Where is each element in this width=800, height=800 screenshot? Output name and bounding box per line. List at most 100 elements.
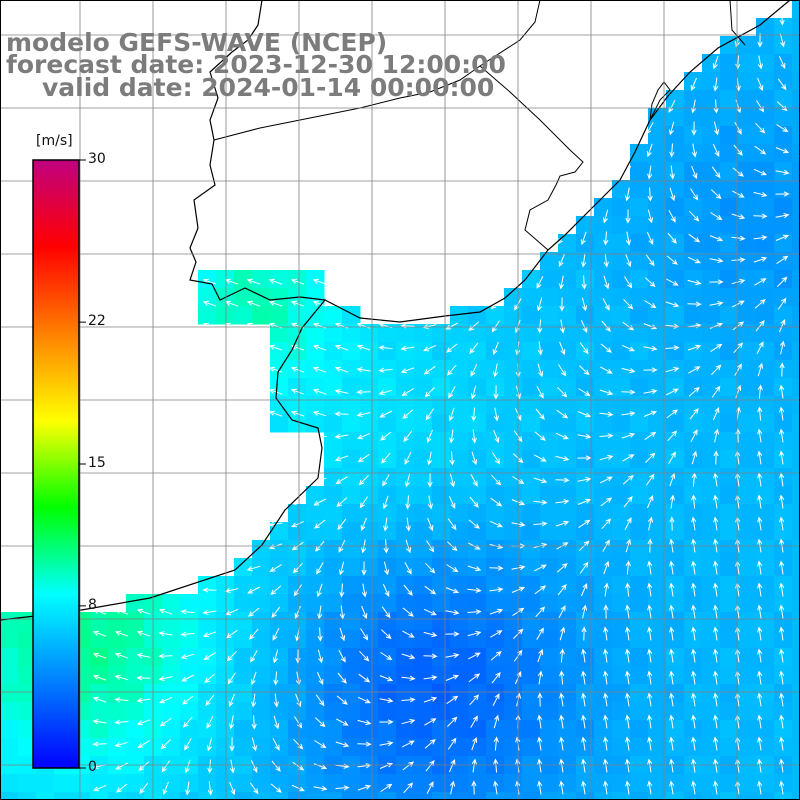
speed-cell (594, 432, 613, 451)
speed-cell (450, 324, 469, 343)
speed-cell (792, 252, 800, 271)
speed-cell (270, 288, 289, 307)
wind-arrow (691, 560, 697, 575)
speed-cell (450, 378, 469, 397)
speed-cell (738, 342, 757, 361)
wind-arrows (92, 11, 790, 796)
speed-cell (378, 720, 397, 739)
speed-cell (162, 648, 181, 667)
speed-cell (414, 558, 433, 577)
speed-cell (288, 504, 307, 523)
speed-cell (432, 666, 451, 685)
speed-cell (774, 162, 793, 181)
wind-arrow (423, 631, 438, 638)
speed-cell (756, 738, 775, 757)
speed-cell (792, 738, 800, 757)
speed-cell (234, 666, 253, 685)
speed-cell (756, 288, 775, 307)
speed-cell (486, 720, 505, 739)
speed-cell (666, 684, 685, 703)
wind-arrow (577, 411, 592, 418)
title-forecast-date: forecast date: 2023-12-30 12:00:00 (6, 50, 506, 79)
wind-arrow (581, 780, 587, 795)
wind-arrow (559, 297, 565, 312)
speed-cell (522, 270, 541, 289)
wind-arrow (312, 300, 327, 307)
speed-cell (360, 594, 379, 613)
wind-arrow (603, 670, 609, 685)
speed-cell (558, 558, 577, 577)
wind-arrow (400, 367, 415, 374)
speed-cell (486, 504, 505, 523)
wind-arrow (757, 648, 763, 663)
wind-arrow (757, 692, 763, 707)
wind-arrow (93, 784, 107, 792)
speed-cell (522, 342, 541, 361)
wind-arrow (666, 278, 679, 286)
wind-arrow (775, 147, 790, 154)
speed-cell (414, 666, 433, 685)
wind-arrow (602, 209, 609, 224)
wind-arrow (357, 719, 372, 726)
wind-arrow (559, 780, 565, 795)
speed-cell (774, 558, 793, 577)
wind-arrow (381, 452, 391, 464)
speed-cell (684, 792, 703, 800)
wind-arrow (404, 473, 411, 488)
speed-cell (486, 342, 505, 361)
speed-cell (612, 774, 631, 793)
wind-arrow (713, 560, 719, 575)
speed-cell (540, 396, 559, 415)
speed-cell (288, 558, 307, 577)
wind-arrow (250, 650, 258, 663)
wind-arrow (625, 626, 631, 641)
speed-cell (288, 306, 307, 325)
wind-arrow (757, 406, 763, 421)
speed-cell (522, 738, 541, 757)
speed-cell (270, 774, 289, 793)
speed-cell (576, 504, 595, 523)
wind-arrow (447, 364, 457, 376)
speed-cell (270, 396, 289, 415)
wind-arrow (339, 583, 345, 598)
wind-arrow (380, 652, 393, 661)
wind-arrow (779, 714, 785, 729)
speed-cell (594, 306, 613, 325)
speed-cell (90, 738, 109, 757)
speed-cell (666, 270, 685, 289)
speed-cell (450, 432, 469, 451)
wind-arrow (335, 741, 350, 748)
speed-cell (648, 288, 667, 307)
speed-cell (432, 486, 451, 505)
wind-arrow (779, 670, 785, 685)
speed-cell (558, 648, 577, 667)
speed-cell (216, 774, 235, 793)
speed-cell (666, 558, 685, 577)
speed-cell (306, 396, 325, 415)
speed-cell (720, 360, 739, 379)
wind-arrow (757, 626, 763, 641)
speed-cell (774, 576, 793, 595)
wind-arrow (314, 740, 327, 749)
speed-cell (774, 90, 793, 109)
wind-arrow (647, 209, 654, 224)
wind-arrow (402, 630, 415, 638)
speed-cell (792, 144, 800, 163)
wind-arrow (713, 77, 719, 92)
wind-arrow (669, 692, 675, 707)
speed-cell (792, 666, 800, 685)
colorbar-tick-label: 0 (88, 759, 97, 775)
speed-cell (216, 648, 235, 667)
wind-arrow (403, 430, 413, 443)
wind-arrow (757, 428, 763, 443)
wind-arrow (92, 674, 107, 681)
wind-arrow (625, 560, 631, 575)
speed-cell (612, 378, 631, 397)
speed-cell (684, 198, 703, 217)
speed-cell (792, 684, 800, 703)
speed-cell (630, 648, 649, 667)
speed-cell (504, 702, 523, 721)
speed-cell (558, 738, 577, 757)
speed-cell (540, 252, 559, 271)
